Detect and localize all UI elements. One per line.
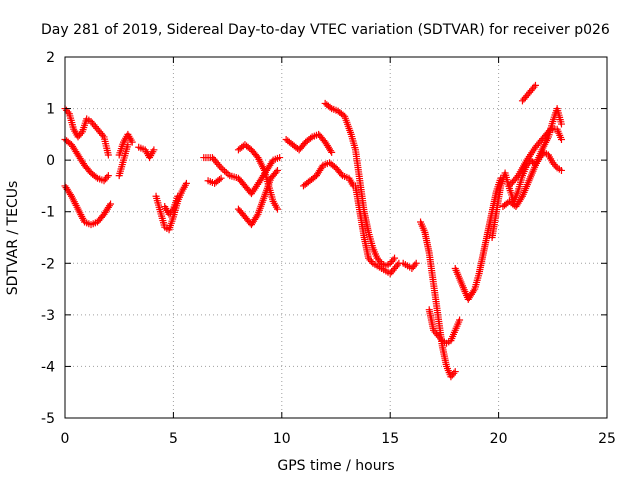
x-tick-label: 10 [273, 431, 291, 447]
data-point [391, 254, 399, 262]
series-track-p [352, 182, 403, 278]
plot-frame [64, 56, 608, 419]
data-point [456, 316, 464, 324]
data-point [412, 259, 420, 267]
x-tick-label: 20 [490, 431, 508, 447]
data-point [276, 154, 284, 162]
x-tick-label: 5 [169, 431, 178, 447]
series-track-r [417, 218, 459, 381]
y-tick-label: -1 [41, 205, 55, 221]
data-point [367, 258, 375, 266]
series-track-m [282, 130, 336, 156]
data-point [307, 134, 315, 142]
y-tick-label: -4 [41, 359, 55, 375]
x-tick-labels: 0 5 10 15 20 25 [61, 431, 616, 447]
y-tick-label: 2 [46, 50, 55, 66]
data-point [150, 146, 158, 154]
data-point [107, 200, 115, 208]
y-tick-label: 1 [46, 102, 55, 118]
series-track-u [488, 148, 565, 241]
series-track-j [204, 174, 225, 187]
data-point [513, 173, 521, 181]
data-point [451, 368, 459, 376]
y-tick-label: 0 [46, 153, 55, 169]
data-point [517, 194, 525, 202]
data-point [128, 138, 136, 146]
data-point [557, 120, 565, 128]
data-point [103, 173, 111, 181]
data-point [326, 103, 334, 111]
series-track-n [299, 159, 357, 190]
x-tick-label: 0 [61, 431, 70, 447]
data-point [105, 202, 113, 210]
series-track-w [505, 125, 565, 190]
data-point [552, 162, 560, 170]
data-point [104, 151, 112, 159]
data-point [393, 261, 401, 269]
data-point [215, 175, 223, 183]
y-tick-label: -2 [41, 256, 55, 272]
data-point [217, 174, 225, 182]
series-track-x [518, 81, 539, 105]
data-point [66, 191, 74, 199]
data-point [389, 256, 397, 264]
data-point [182, 179, 190, 187]
data-point [531, 81, 539, 89]
data-point [124, 141, 132, 149]
data-point [272, 168, 280, 176]
series-track-g [152, 179, 190, 234]
data-point [216, 162, 224, 170]
data-point [557, 136, 565, 144]
series-track-f [135, 143, 158, 162]
series-track-i [200, 154, 284, 198]
data-point [77, 129, 85, 137]
series-track-c [61, 182, 115, 229]
y-tick-labels: 2 1 0 -1 -2 -3 -4 -5 [41, 50, 55, 427]
data-points [61, 81, 565, 381]
series-track-l [234, 166, 281, 229]
y-tick-label: -3 [41, 308, 55, 324]
series-track-k [234, 141, 281, 213]
data-point [376, 258, 384, 266]
series-track-d [115, 130, 136, 159]
data-point [168, 207, 176, 215]
series-track-q [399, 259, 420, 272]
series-track-b [61, 136, 112, 185]
data-point [273, 205, 281, 213]
x-tick-label: 25 [598, 431, 616, 447]
data-point [545, 127, 553, 135]
series-track-v [499, 105, 565, 211]
data-point [411, 261, 419, 269]
data-point [104, 172, 112, 180]
x-axis-label: GPS time / hours [277, 458, 394, 474]
series-track-s [425, 306, 464, 347]
data-point [557, 166, 565, 174]
data-point [450, 369, 458, 377]
data-point [174, 192, 182, 200]
data-point [92, 173, 100, 181]
data-point [530, 83, 538, 91]
data-point [64, 108, 72, 116]
data-point [273, 166, 281, 174]
chart-title: Day 281 of 2019, Sidereal Day-to-day VTE… [41, 22, 610, 38]
data-point [437, 335, 445, 343]
data-point [470, 287, 478, 295]
series-track-t [451, 174, 505, 303]
data-point [99, 131, 107, 139]
series-track-h [161, 192, 182, 218]
x-tick-label: 15 [381, 431, 399, 447]
data-point [253, 212, 261, 220]
axis-ticks [64, 56, 608, 419]
y-tick-label: -5 [41, 411, 55, 427]
y-axis-label: SDTVAR / TECUs [5, 181, 21, 296]
series-track-e [115, 141, 132, 180]
data-point [328, 148, 336, 156]
data-point [327, 147, 335, 155]
grid [65, 57, 607, 418]
